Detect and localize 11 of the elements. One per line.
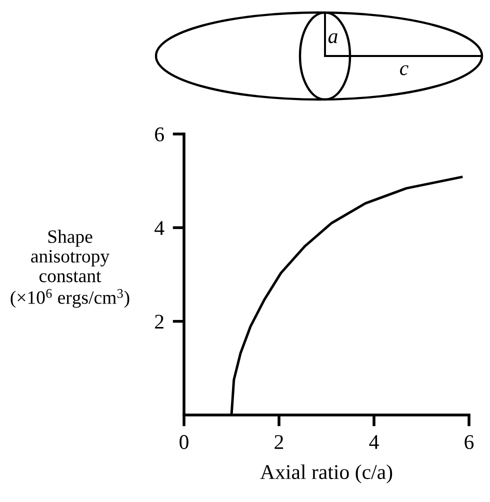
y-tick-label: 6 [155,127,164,142]
y-tick-label: 4 [154,221,164,235]
text: a [328,33,338,44]
x-tick-label: 6 [464,435,474,450]
x-axis-title: Axial ratio (c/a) [260,464,392,484]
y-axis-title: Shape anisotropy constant (×10$^{6}$ ergs/cm$^{3}$) [10,230,130,308]
y-tick-label: 2 [155,314,164,329]
x-tick-label: 4 [369,435,379,449]
text: c [400,65,408,76]
x-tick-label: 0 [180,435,188,450]
x-tick-label: 2 [274,435,284,449]
